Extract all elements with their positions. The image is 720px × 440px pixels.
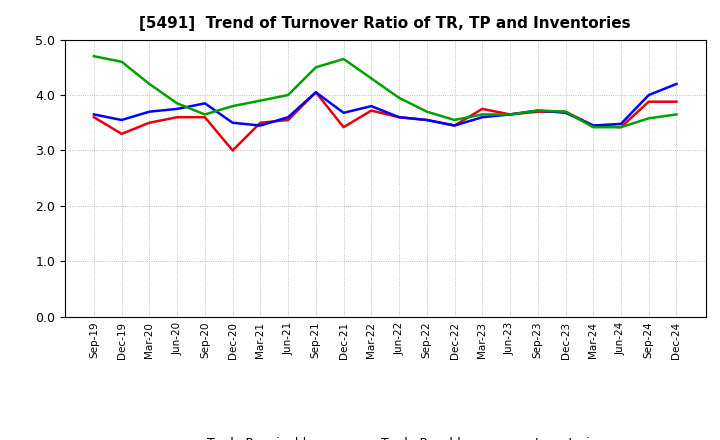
Inventories [173, 101, 181, 106]
Trade Payables [89, 112, 98, 117]
Line: Trade Payables: Trade Payables [94, 84, 677, 125]
Inventories [616, 125, 625, 130]
Trade Receivables [339, 125, 348, 130]
Trade Receivables [173, 114, 181, 120]
Title: [5491]  Trend of Turnover Ratio of TR, TP and Inventories: [5491] Trend of Turnover Ratio of TR, TP… [140, 16, 631, 32]
Trade Receivables [256, 120, 265, 125]
Trade Receivables [89, 114, 98, 120]
Trade Receivables [505, 112, 514, 117]
Trade Receivables [145, 120, 154, 125]
Inventories [367, 76, 376, 81]
Inventories [339, 56, 348, 62]
Inventories [478, 112, 487, 117]
Trade Payables [367, 103, 376, 109]
Inventories [395, 95, 403, 100]
Trade Receivables [423, 117, 431, 123]
Trade Receivables [284, 117, 292, 123]
Trade Payables [505, 112, 514, 117]
Trade Payables [589, 123, 598, 128]
Trade Receivables [589, 123, 598, 128]
Trade Receivables [228, 148, 237, 153]
Trade Receivables [312, 90, 320, 95]
Trade Receivables [117, 131, 126, 136]
Trade Payables [423, 117, 431, 123]
Trade Payables [534, 108, 542, 113]
Trade Payables [201, 101, 210, 106]
Trade Payables [312, 90, 320, 95]
Trade Receivables [201, 114, 210, 120]
Inventories [89, 54, 98, 59]
Trade Payables [228, 120, 237, 125]
Trade Payables [395, 114, 403, 120]
Trade Receivables [672, 99, 681, 104]
Inventories [450, 117, 459, 123]
Trade Payables [117, 117, 126, 123]
Inventories [561, 109, 570, 114]
Trade Payables [672, 81, 681, 87]
Inventories [228, 103, 237, 109]
Trade Payables [145, 109, 154, 114]
Trade Receivables [534, 109, 542, 114]
Inventories [423, 109, 431, 114]
Trade Payables [173, 106, 181, 111]
Line: Trade Receivables: Trade Receivables [94, 92, 677, 150]
Trade Receivables [616, 125, 625, 130]
Inventories [201, 112, 210, 117]
Inventories [644, 116, 653, 121]
Trade Receivables [367, 108, 376, 113]
Trade Payables [339, 110, 348, 115]
Inventories [672, 112, 681, 117]
Inventories [117, 59, 126, 64]
Trade Payables [616, 121, 625, 127]
Trade Payables [450, 123, 459, 128]
Trade Receivables [644, 99, 653, 104]
Inventories [312, 65, 320, 70]
Inventories [534, 108, 542, 113]
Inventories [256, 98, 265, 103]
Trade Payables [644, 92, 653, 98]
Trade Receivables [395, 114, 403, 120]
Trade Payables [256, 123, 265, 128]
Trade Receivables [450, 123, 459, 128]
Inventories [284, 92, 292, 98]
Trade Receivables [478, 106, 487, 111]
Trade Payables [561, 110, 570, 115]
Line: Inventories: Inventories [94, 56, 677, 127]
Trade Payables [284, 114, 292, 120]
Inventories [145, 81, 154, 87]
Trade Receivables [561, 109, 570, 114]
Inventories [505, 112, 514, 117]
Trade Payables [478, 114, 487, 120]
Inventories [589, 125, 598, 130]
Legend: Trade Receivables, Trade Payables, Inventories: Trade Receivables, Trade Payables, Inven… [161, 432, 610, 440]
